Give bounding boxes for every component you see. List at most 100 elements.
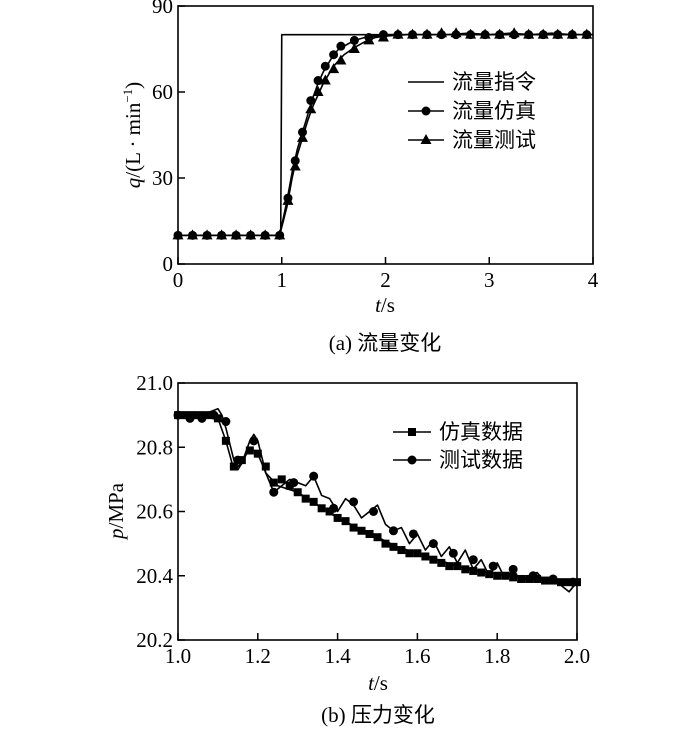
chart-flow-series-3-point (319, 74, 331, 85)
chart-flow-series-2-point (320, 61, 330, 71)
chart-pressure-xtick-label: 1.4 (324, 644, 351, 668)
chart-pressure-series-2-point (221, 417, 231, 427)
chart-pressure-xtick-label: 1.6 (404, 644, 430, 668)
chart-pressure-series-2-point (388, 526, 398, 536)
chart-flow-series-3 (172, 27, 593, 240)
chart-flow-series-3-point (230, 229, 242, 240)
chart-flow-series-3-point (363, 34, 375, 45)
chart-pressure-xtick-label: 1.2 (245, 644, 271, 668)
chart-flow-legend-entry-1: 流量指令 (408, 70, 536, 94)
chart-pressure-xlabel-var: t (368, 671, 375, 695)
chart-pressure-series-1-point (373, 533, 382, 542)
chart-flow-caption: (a) 流量变化 (329, 331, 442, 355)
chart-pressure-series-1-point (429, 555, 438, 564)
chart-pressure-ylabel: p/MPa (104, 482, 128, 541)
chart-pressure-series-1-point (517, 574, 526, 583)
chart-pressure-legend-entry-2: 测试数据 (393, 448, 523, 472)
chart-pressure-series-1-point (269, 478, 278, 487)
chart-flow-series-3-point (274, 229, 286, 240)
chart-pressure-series-2-point (528, 571, 538, 581)
chart-flow-ylabel: q/(L · min−1) (120, 82, 145, 188)
chart-flow-series-3-point (245, 229, 257, 240)
chart-flow-series-3-point (172, 229, 184, 240)
chart-flow-legend-entry-2: 流量仿真 (408, 99, 536, 123)
chart-flow-series-3-point (201, 229, 213, 240)
chart-flow-xtick-label: 0 (173, 268, 184, 292)
chart-pressure-legend-marker (407, 455, 417, 465)
chart-pressure-legend-label: 测试数据 (439, 448, 523, 472)
chart-pressure-series-1-point (557, 578, 566, 587)
chart-pressure-series-1-point (333, 513, 342, 522)
chart-pressure-series-1-point (309, 497, 318, 506)
chart-flow-xtick-label: 1 (277, 268, 288, 292)
chart-flow-xlabel-var: t (375, 293, 382, 317)
chart-pressure-series-1-point (245, 446, 254, 455)
chart-flow-ylabel-var: q (121, 177, 145, 188)
chart-pressure-series-1-point (317, 504, 326, 513)
chart-flow-series-2-point (306, 96, 316, 106)
chart-pressure-series-1-point (365, 529, 374, 538)
chart-flow-xtick-label: 4 (588, 268, 599, 292)
chart-pressure-series-2-point (408, 529, 418, 539)
chart-pressure-series-1-point (437, 558, 446, 567)
chart-pressure-ticks: 1.0 1.2 1.4 1.6 1.8 2.0 20.2 20.4 20.6 20.8 21.0 (136, 371, 590, 668)
chart-flow-series-3-point (537, 28, 549, 39)
chart-pressure-series-1-point (461, 565, 470, 574)
chart-pressure-series-1-point (341, 517, 350, 526)
chart-flow-legend-marker (421, 106, 431, 116)
chart-pressure-series-2-point (249, 436, 259, 446)
chart-flow-series-2-point (329, 50, 339, 60)
chart-pressure-series-2-point (289, 478, 299, 488)
chart-pressure-series-2-point (173, 410, 183, 420)
chart-pressure-caption: (b) 压力变化 (321, 703, 435, 727)
chart-pressure-series (173, 407, 581, 593)
chart-pressure-series-1-point (453, 562, 462, 571)
chart-pressure-legend-label: 仿真数据 (439, 420, 523, 444)
chart-flow-series-3-point (259, 229, 271, 240)
chart-pressure-series-2-point (428, 539, 438, 549)
chart-pressure-legend-marker (408, 428, 416, 436)
chart-flow-series-3-point (335, 54, 347, 65)
chart-pressure-series-1-point (229, 462, 238, 471)
chart-flow-legend-marker (420, 134, 432, 144)
chart-pressure-series-1-point (525, 574, 534, 583)
chart-flow-series-3-point (289, 160, 301, 171)
chart-pressure-series-1-point (493, 571, 502, 580)
chart-flow-ytick-label: 90 (152, 0, 173, 18)
chart-pressure-series-1-point (277, 475, 286, 484)
chart-pressure-series-1-point (253, 449, 262, 458)
chart-pressure-series-2-point (448, 548, 458, 558)
chart-flow-series-3-point (187, 229, 199, 240)
chart-flow-series-3-point (450, 27, 462, 38)
chart-flow-xlabel: t/s (375, 293, 395, 317)
chart-pressure-series-1-point (541, 576, 550, 585)
chart-flow-series-2-point (336, 41, 346, 51)
chart-flow-series-3-point (494, 28, 506, 39)
chart-pressure-ytick-label: 20.4 (136, 564, 173, 588)
chart-flow-series-3-point (216, 229, 228, 240)
chart-pressure-ytick-label: 21.0 (136, 371, 173, 395)
chart-pressure-series-2-point (197, 413, 207, 423)
chart-flow-series-3-point (421, 28, 433, 39)
chart-pressure-series-1-point (501, 571, 510, 580)
chart-pressure-legend-entry-1: 仿真数据 (393, 420, 523, 444)
chart-pressure-series-2-point (568, 577, 578, 587)
chart-flow-series-3-point (392, 28, 404, 39)
chart-flow-ytick-label: 0 (163, 252, 174, 276)
chart-flow-series-3-point (348, 43, 360, 53)
chart-pressure-ylabel-unit: /MPa (104, 482, 128, 528)
chart-pressure-xlabel: t/s (368, 671, 388, 695)
chart-pressure-series-1-point (261, 462, 270, 471)
chart-flow-series-3-point (328, 63, 340, 74)
chart-flow-legend-label: 流量指令 (452, 70, 536, 94)
chart-pressure-series-1-point (221, 436, 230, 445)
chart-pressure-series-1-point (389, 542, 398, 551)
chart-flow-ylabel-sup: −1 (120, 89, 135, 103)
chart-flow-series-2-point (349, 35, 359, 45)
chart-pressure-series-2-point (548, 574, 558, 584)
chart-flow: 0 1 2 3 4 0 30 60 90 t/s q/(L · min−1) 流量指令流量仿真流… (120, 0, 599, 355)
chart-pressure-series-2-point (508, 564, 518, 574)
chart-flow-series-3-point (377, 31, 389, 42)
chart-pressure-series-1-point (413, 549, 422, 558)
